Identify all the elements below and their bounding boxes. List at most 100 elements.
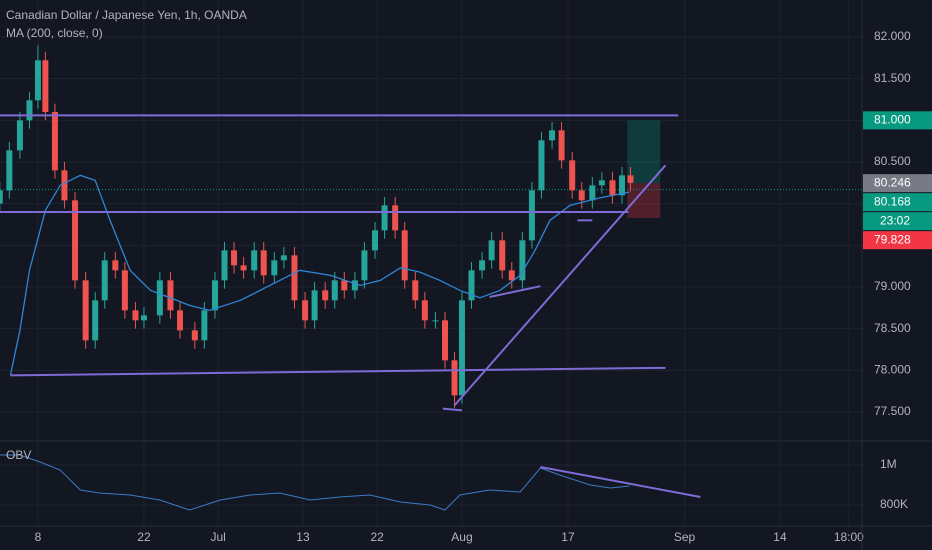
candle-body	[201, 310, 208, 341]
obv-label: OBV	[6, 448, 31, 462]
candle-body	[589, 185, 596, 201]
countdown: 23:02	[880, 213, 910, 227]
candle-body	[381, 205, 388, 231]
candle-body	[578, 190, 585, 201]
candle-body	[16, 120, 23, 151]
candle-body	[251, 250, 258, 271]
candle-body	[156, 280, 163, 316]
candle-body	[458, 300, 465, 396]
candle-body	[6, 150, 13, 191]
x-tick-label: 17	[561, 530, 575, 544]
candle-body	[558, 130, 565, 161]
candle-body	[221, 250, 228, 281]
candle-body	[421, 300, 428, 321]
candle-body	[451, 360, 458, 396]
candle-body	[26, 100, 33, 121]
candle-body	[538, 140, 545, 191]
candle-body	[42, 60, 49, 112]
moving-average	[9, 174, 630, 376]
candle-body	[271, 260, 278, 276]
price-label-bg	[863, 193, 932, 212]
candle-body	[499, 240, 506, 271]
candle-body	[468, 270, 475, 301]
obv-line	[0, 454, 630, 511]
candle-body	[311, 290, 318, 321]
candle-body	[508, 270, 515, 281]
x-tick-label: 14	[773, 530, 787, 544]
candle-body	[351, 280, 358, 291]
candle-body	[519, 240, 526, 281]
trend-line	[489, 285, 541, 298]
candle-body	[412, 280, 419, 301]
candle-body	[191, 330, 198, 341]
candle-body	[619, 175, 626, 196]
trend-line	[10, 366, 666, 377]
candle-body	[549, 130, 556, 141]
price-label-bg	[863, 111, 932, 130]
price-label: 79.828	[874, 232, 911, 246]
y-tick-label: 81.500	[874, 71, 911, 85]
candle-body	[34, 60, 41, 101]
candle-body	[432, 320, 439, 322]
candle-body	[341, 280, 348, 291]
candle-body	[441, 320, 448, 361]
obv-tick-label: 800K	[880, 497, 908, 511]
price-label: 80.246	[874, 175, 911, 189]
price-label-bg	[863, 231, 932, 250]
candle-body	[231, 250, 238, 266]
candle-body	[260, 250, 267, 276]
x-tick-label: 22	[370, 530, 384, 544]
obv-tick-label: 1M	[880, 457, 897, 471]
candle-body	[488, 240, 495, 261]
candle-body	[528, 190, 535, 241]
y-tick-label: 82.000	[874, 29, 911, 43]
x-tick-label: 18:00	[834, 530, 864, 544]
price-label-bg	[863, 174, 932, 193]
candle-body	[569, 160, 576, 191]
candle-body	[176, 310, 183, 331]
chart-title: Canadian Dollar / Japanese Yen, 1h, OAND…	[6, 8, 247, 22]
candle-body	[322, 290, 329, 301]
x-tick-label: 13	[296, 530, 310, 544]
y-tick-label: 80.500	[874, 154, 911, 168]
candle-body	[82, 280, 89, 341]
candle-body	[609, 180, 616, 196]
candle-body	[291, 255, 298, 301]
candle-body	[61, 170, 68, 201]
candle-body	[401, 230, 408, 281]
candle-body	[0, 190, 3, 204]
x-tick-label: Sep	[674, 530, 696, 544]
candle-body	[479, 260, 486, 271]
indicator-label: MA (200, close, 0)	[6, 26, 103, 40]
position-stop-zone	[627, 183, 661, 218]
candle-body	[598, 180, 605, 186]
candle-body	[121, 270, 128, 311]
position-target-zone	[627, 120, 661, 184]
trend-line	[442, 407, 463, 412]
x-tick-label: Jul	[210, 530, 225, 544]
candle-body	[280, 255, 287, 261]
candle-body	[331, 280, 338, 301]
candle-body	[132, 310, 139, 321]
x-tick-label: 22	[137, 530, 151, 544]
price-label: 81.000	[874, 113, 911, 127]
candle-body	[211, 280, 218, 311]
y-tick-label: 79.000	[874, 279, 911, 293]
candle-body	[372, 230, 379, 251]
x-tick-label: Aug	[451, 530, 472, 544]
y-tick-label: 77.500	[874, 404, 911, 418]
candle-body	[51, 112, 58, 171]
y-tick-label: 78.000	[874, 363, 911, 377]
candle-body	[302, 300, 309, 321]
countdown-bg	[863, 212, 932, 231]
candle-body	[72, 200, 79, 281]
candle-body	[101, 260, 108, 301]
candle-body	[627, 175, 634, 183]
candle-body	[140, 315, 147, 321]
y-tick-label: 78.500	[874, 321, 911, 335]
x-tick-label: 8	[35, 530, 42, 544]
